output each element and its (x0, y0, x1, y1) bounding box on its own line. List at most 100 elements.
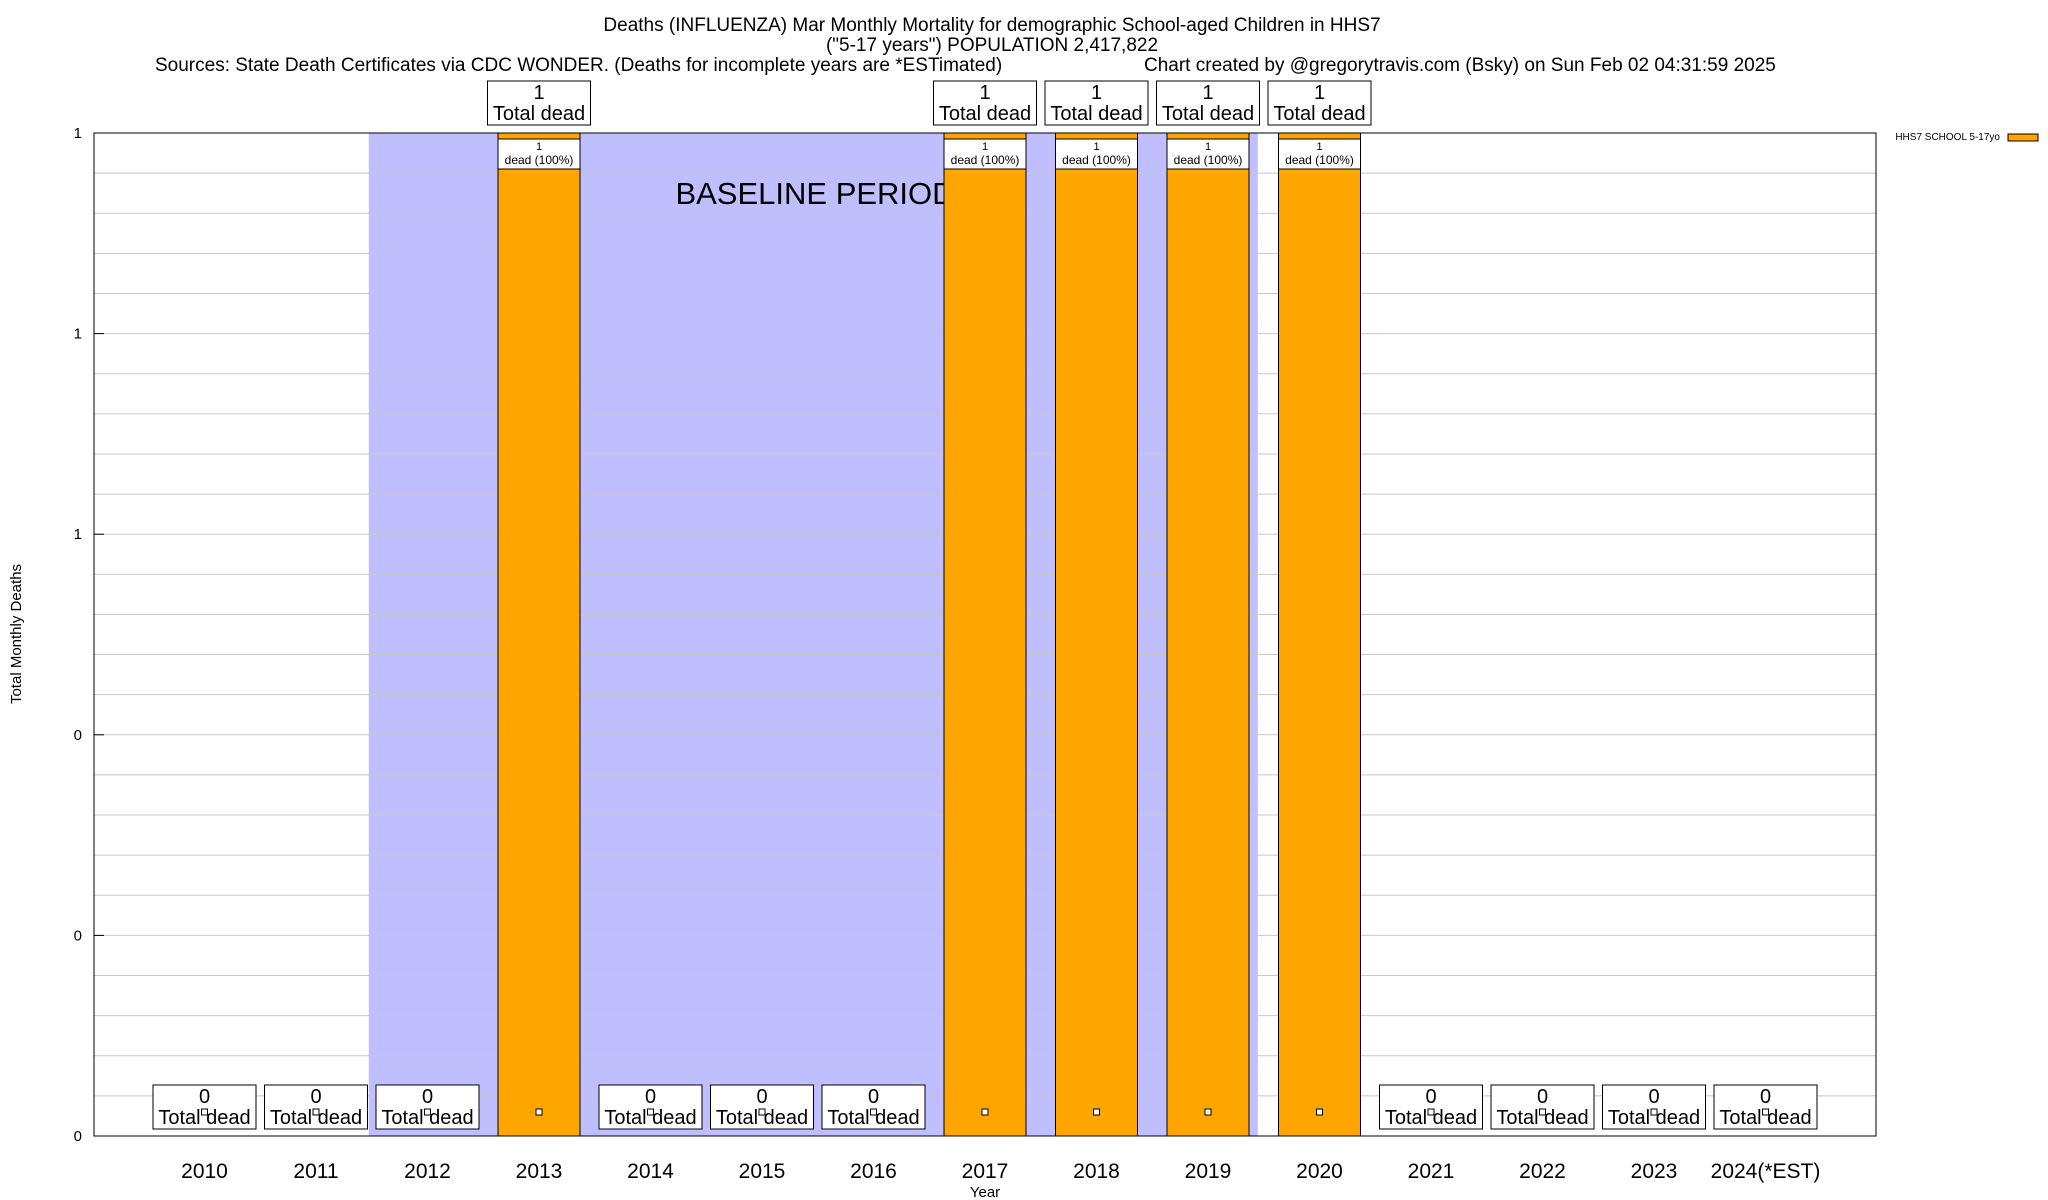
segment-label-value-2017: 1 (982, 141, 988, 153)
total-label-value-2014: 0 (645, 1086, 656, 1108)
legend-label: HHS7 SCHOOL 5-17yo (1895, 132, 2000, 143)
chart-sources: Sources: State Death Certificates via CD… (155, 55, 1002, 76)
total-label-text-2014: Total dead (604, 1107, 696, 1129)
total-label-text-2024(*EST): Total dead (1719, 1107, 1811, 1129)
y-tick-label-5: 1 (74, 125, 82, 142)
x-tick-label-2021: 2021 (1408, 1160, 1455, 1183)
x-tick-marker-2015 (758, 1108, 766, 1116)
segment-label-text-2020: dead (100%) (1285, 153, 1354, 167)
total-label-value-2012: 0 (422, 1086, 433, 1108)
total-label-box-2019 (1156, 80, 1260, 126)
total-label-box-2010 (152, 1084, 257, 1130)
bar-2019 (1166, 132, 1250, 1137)
segment-label-text-2019: dead (100%) (1174, 153, 1243, 167)
y-tick-label-2: 0 (74, 727, 82, 744)
bar-2018 (1055, 132, 1138, 1137)
x-tick-marker-2022 (1539, 1108, 1546, 1116)
x-tick-label-2020: 2020 (1296, 1160, 1343, 1183)
segment-label-text-2018: dead (100%) (1062, 153, 1131, 167)
total-label-value-2021: 0 (1425, 1086, 1436, 1108)
x-tick-marker-2018 (1093, 1108, 1100, 1116)
total-label-value-2011: 0 (310, 1086, 321, 1108)
x-tick-label-2019: 2019 (1185, 1160, 1232, 1183)
x-tick-marker-2023 (1650, 1108, 1658, 1116)
segment-label-box-2019 (1166, 138, 1250, 170)
x-tick-marker-2017 (981, 1108, 989, 1116)
total-label-text-2018: Total dead (1050, 103, 1142, 125)
chart-title-line-2: ("5-17 years") POPULATION 2,417,822 (826, 35, 1158, 56)
baseline-period-label: BASELINE PERIOD (675, 176, 954, 211)
segment-label-box-2018 (1055, 138, 1138, 170)
x-tick-label-2012: 2012 (404, 1160, 451, 1183)
total-label-text-2013: Total dead (493, 103, 585, 125)
plot-frame (93, 132, 1877, 1137)
chart-title-line-1: Deaths (INFLUENZA) Mar Monthly Mortality… (603, 15, 1380, 36)
segment-label-box-2017 (943, 138, 1027, 170)
total-label-text-2015: Total dead (716, 1107, 808, 1129)
segment-label-text-2013: dead (100%) (505, 153, 574, 167)
segment-label-value-2019: 1 (1205, 141, 1211, 153)
total-label-value-2015: 0 (756, 1086, 767, 1108)
segment-label-box-2013 (497, 138, 581, 170)
total-label-box-2022 (1490, 1084, 1595, 1130)
x-tick-label-2024(*EST): 2024(*EST) (1711, 1160, 1821, 1183)
x-tick-label-2022: 2022 (1519, 1160, 1566, 1183)
legend-swatch (2007, 133, 2039, 142)
total-label-text-2023: Total dead (1608, 1107, 1700, 1129)
total-label-text-2010: Total dead (158, 1107, 250, 1129)
x-tick-marker-2013 (535, 1108, 543, 1116)
x-tick-marker-2014 (647, 1108, 654, 1116)
bar-2013 (497, 132, 581, 1137)
legend: HHS7 SCHOOL 5-17yo (1895, 132, 2039, 143)
x-tick-label-2016: 2016 (850, 1160, 897, 1183)
x-axis-label: Year (970, 1184, 1000, 1200)
total-label-box-2011 (264, 1084, 368, 1130)
y-tick-label-0: 0 (74, 1128, 82, 1145)
total-label-text-2016: Total dead (827, 1107, 919, 1129)
total-label-text-2012: Total dead (381, 1107, 473, 1129)
total-label-box-2014 (598, 1084, 703, 1130)
total-label-value-2019: 1 (1202, 82, 1213, 104)
y-tick-label-1: 0 (74, 927, 82, 944)
x-tick-label-2011: 2011 (293, 1160, 338, 1183)
total-label-text-2019: Total dead (1162, 103, 1254, 125)
segment-label-value-2013: 1 (536, 141, 542, 153)
total-label-value-2017: 1 (979, 82, 990, 104)
x-tick-marker-2021 (1427, 1108, 1435, 1116)
total-label-box-2012 (375, 1084, 480, 1130)
x-tick-label-2014: 2014 (627, 1160, 674, 1183)
chart-credit: Chart created by @gregorytravis.com (Bsk… (1144, 55, 1776, 76)
x-tick-label-2010: 2010 (181, 1160, 228, 1183)
total-label-value-2018: 1 (1091, 82, 1102, 104)
total-label-value-2010: 0 (199, 1086, 210, 1108)
x-tick-marker-2020 (1316, 1108, 1323, 1116)
total-label-text-2011: Total dead (270, 1107, 362, 1129)
x-tick-marker-2024(*EST) (1762, 1108, 1769, 1116)
total-label-box-2013 (487, 80, 591, 126)
total-label-value-2023: 0 (1648, 1086, 1659, 1108)
x-tick-marker-2010 (201, 1108, 208, 1116)
x-tick-label-2015: 2015 (739, 1160, 786, 1183)
x-tick-label-2013: 2013 (516, 1160, 563, 1183)
total-label-box-2017 (933, 80, 1037, 126)
total-label-value-2016: 0 (868, 1086, 879, 1108)
bar-2017 (943, 132, 1027, 1137)
total-label-box-2021 (1379, 1084, 1483, 1130)
y-axis-label: Total Monthly Deaths (8, 564, 25, 704)
total-label-value-2022: 0 (1537, 1086, 1548, 1108)
total-label-box-2024(*EST) (1713, 1084, 1818, 1130)
total-label-box-2023 (1602, 1084, 1706, 1130)
total-label-value-2024(*EST): 0 (1760, 1086, 1771, 1108)
total-label-text-2022: Total dead (1496, 1107, 1588, 1129)
total-label-box-2016 (821, 1084, 926, 1130)
y-tick-label-4: 1 (74, 326, 82, 343)
total-label-box-2020 (1267, 80, 1372, 126)
segment-label-value-2020: 1 (1316, 141, 1322, 153)
segment-label-text-2017: dead (100%) (951, 153, 1020, 167)
segment-label-box-2020 (1278, 138, 1361, 170)
x-tick-label-2017: 2017 (962, 1160, 1009, 1183)
x-tick-marker-2019 (1204, 1108, 1212, 1116)
total-label-value-2020: 1 (1314, 82, 1325, 104)
total-label-text-2020: Total dead (1273, 103, 1365, 125)
